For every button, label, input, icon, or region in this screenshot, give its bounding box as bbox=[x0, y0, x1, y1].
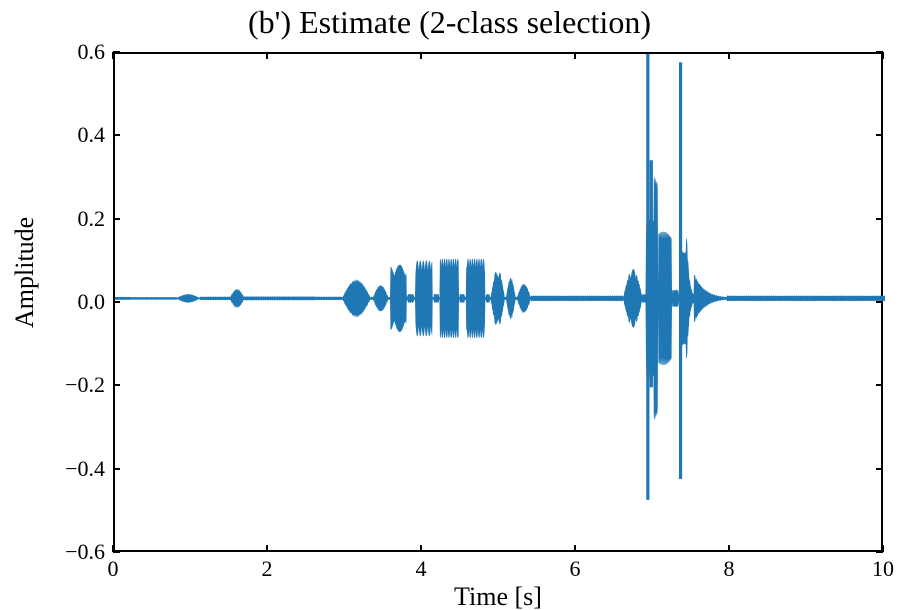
y-tick bbox=[113, 51, 120, 53]
y-tick-label: 0.2 bbox=[55, 206, 105, 232]
x-tick-label: 8 bbox=[724, 556, 735, 582]
x-tick bbox=[420, 545, 422, 552]
x-tick bbox=[728, 545, 730, 552]
x-tick-label: 6 bbox=[570, 556, 581, 582]
y-tick bbox=[113, 384, 120, 386]
y-tick-label: 0.0 bbox=[55, 289, 105, 315]
y-tick bbox=[113, 301, 120, 303]
x-tick bbox=[882, 52, 884, 59]
chart-title: (b') Estimate (2-class selection) bbox=[0, 4, 899, 41]
y-tick-label: 0.4 bbox=[55, 122, 105, 148]
y-axis-label: Amplitude bbox=[10, 278, 40, 328]
y-tick bbox=[113, 551, 120, 553]
x-tick-label: 2 bbox=[262, 556, 273, 582]
x-tick bbox=[574, 545, 576, 552]
x-tick bbox=[266, 545, 268, 552]
x-tick bbox=[574, 52, 576, 59]
y-tick bbox=[876, 134, 883, 136]
y-tick bbox=[113, 134, 120, 136]
figure: (b') Estimate (2-class selection) Amplit… bbox=[0, 0, 899, 610]
x-tick bbox=[266, 52, 268, 59]
y-tick bbox=[876, 51, 883, 53]
y-tick bbox=[876, 468, 883, 470]
plot-area bbox=[113, 52, 883, 552]
x-tick-label: 0 bbox=[108, 556, 119, 582]
waveform-line bbox=[115, 54, 885, 554]
y-tick bbox=[876, 551, 883, 553]
y-tick bbox=[876, 301, 883, 303]
y-tick bbox=[876, 384, 883, 386]
y-tick bbox=[113, 218, 120, 220]
x-tick-label: 10 bbox=[872, 556, 894, 582]
x-tick bbox=[728, 52, 730, 59]
y-tick bbox=[113, 468, 120, 470]
x-axis-label: Time [s] bbox=[438, 582, 558, 610]
x-tick bbox=[112, 52, 114, 59]
y-tick bbox=[876, 218, 883, 220]
x-tick bbox=[420, 52, 422, 59]
x-tick-label: 4 bbox=[416, 556, 427, 582]
y-tick-label: 0.6 bbox=[55, 39, 105, 65]
y-tick-label: −0.4 bbox=[55, 456, 105, 482]
y-tick-label: −0.2 bbox=[55, 372, 105, 398]
y-tick-label: −0.6 bbox=[55, 539, 105, 565]
